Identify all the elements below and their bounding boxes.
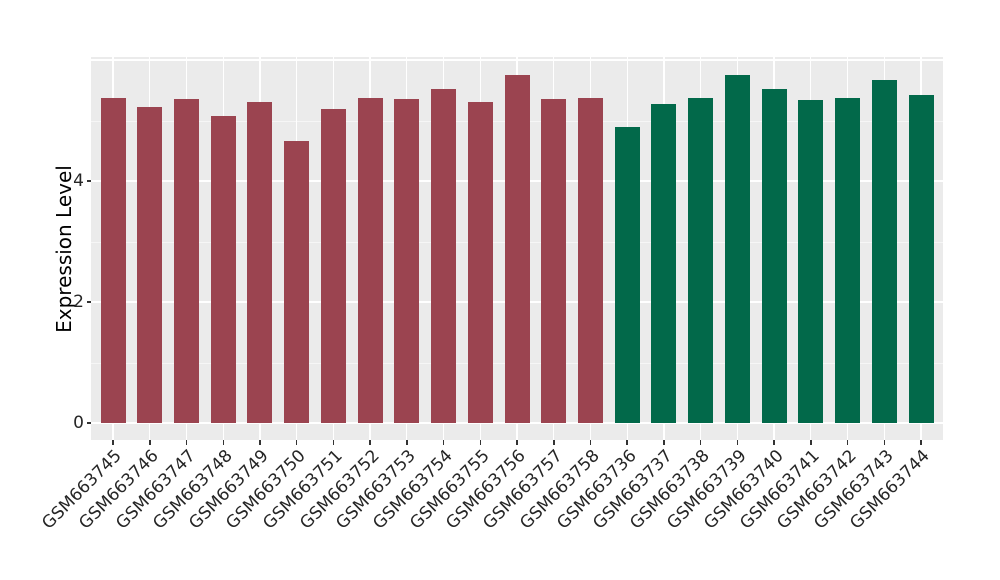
bar-GSM663748 [210, 115, 236, 424]
x-tick-mark [553, 440, 555, 445]
y-tick-label: 2 [73, 292, 84, 312]
y-tick-label: 0 [73, 413, 84, 434]
bar-GSM663738 [688, 97, 714, 423]
bar-GSM663751 [320, 109, 346, 423]
bar-GSM663753 [394, 99, 420, 424]
bar-GSM663737 [651, 103, 677, 424]
y-tick-mark [86, 301, 91, 303]
bar-GSM663757 [541, 99, 567, 424]
x-tick-mark [883, 440, 885, 445]
y-gridline-major [91, 422, 943, 424]
bar-GSM663749 [247, 101, 273, 424]
plot-panel [91, 57, 943, 440]
x-tick-mark [626, 440, 628, 445]
bar-GSM663736 [614, 127, 640, 424]
bar-GSM663750 [284, 140, 310, 424]
bar-GSM663741 [798, 100, 824, 424]
y-tick-mark [86, 422, 91, 424]
x-tick-mark [479, 440, 481, 445]
bar-GSM663752 [357, 97, 383, 423]
x-tick-mark [406, 440, 408, 445]
x-tick-mark [699, 440, 702, 445]
bar-GSM663755 [467, 102, 493, 424]
x-tick-mark [295, 440, 298, 445]
x-tick-mark [185, 440, 188, 445]
x-tick-mark [736, 440, 739, 445]
x-tick-mark [846, 440, 849, 445]
bar-GSM663740 [761, 89, 787, 424]
y-tick-mark [86, 180, 91, 182]
bar-GSM663746 [137, 106, 163, 423]
x-tick-mark [112, 440, 114, 445]
x-tick-mark [259, 440, 261, 445]
x-tick-mark [369, 440, 371, 445]
bar-GSM663747 [174, 99, 199, 424]
x-tick-mark [442, 440, 445, 445]
bar-GSM663756 [504, 74, 530, 423]
x-tick-mark [773, 440, 775, 445]
y-gridline-major [91, 59, 943, 61]
y-tick-label: 4 [73, 171, 84, 191]
x-tick-mark [516, 440, 518, 445]
bar-GSM663739 [724, 75, 750, 424]
x-tick-mark [810, 440, 812, 445]
bar-GSM663758 [577, 98, 603, 423]
x-tick-mark [589, 440, 592, 445]
x-tick-mark [920, 440, 922, 445]
x-tick-mark [663, 440, 665, 445]
bar-GSM663743 [871, 80, 897, 424]
x-tick-mark [222, 440, 224, 445]
x-tick-mark [149, 440, 151, 445]
bar-GSM663742 [835, 98, 860, 423]
bar-GSM663744 [908, 94, 934, 423]
x-tick-mark [332, 440, 335, 445]
bar-GSM663745 [100, 98, 126, 423]
bar-GSM663754 [431, 89, 457, 424]
